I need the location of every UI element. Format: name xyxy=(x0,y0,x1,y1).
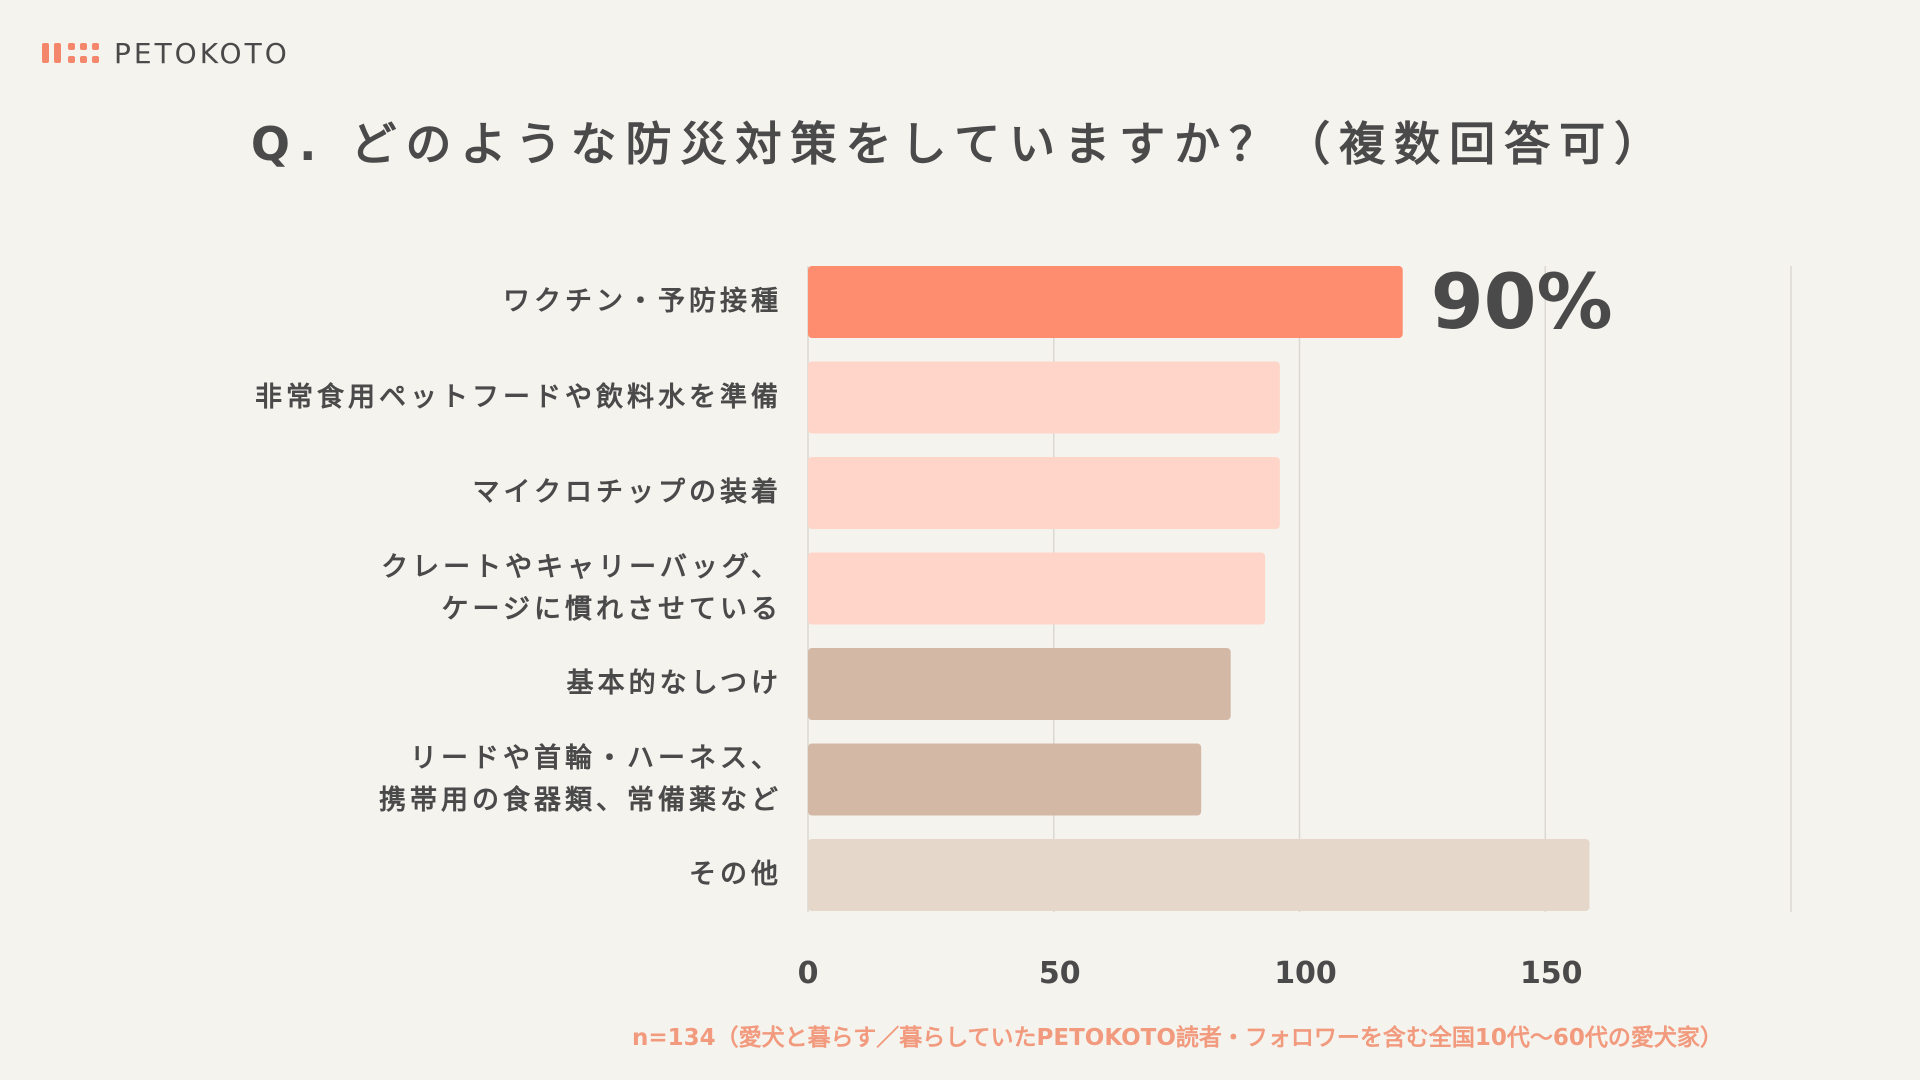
page-title: Q. どのような防災対策をしていますか？（複数回答可） xyxy=(250,117,1670,171)
category-label-line: ケージに慣れさせている xyxy=(441,593,782,625)
bar-2 xyxy=(808,361,1280,434)
category-label-4: クレートやキャリーバッグ、ケージに慣れさせている xyxy=(381,547,782,631)
category-label-line: 携帯用の食器類、常備薬など xyxy=(379,784,782,816)
x-tick-label: 150 xyxy=(1520,956,1583,991)
highlight-percentage-label: 90% xyxy=(1431,257,1613,346)
category-label-2: 非常食用ペットフードや飲料水を準備 xyxy=(255,377,782,419)
category-label-7: その他 xyxy=(689,854,782,896)
x-tick-label: 100 xyxy=(1274,956,1337,991)
category-label-line: マイクロチップの装着 xyxy=(472,477,782,508)
bar-5 xyxy=(808,648,1231,720)
petokoto-logo-mark-icon xyxy=(42,41,102,65)
category-label-1: ワクチン・予防接種 xyxy=(503,281,782,323)
logo: PETOKOTO xyxy=(42,36,290,70)
sample-footnote: n=134（愛犬と暮らす／暮らしていたPETOKOTO読者・フォロワーを含む全国… xyxy=(632,1025,1723,1051)
category-label-5: 基本的なしつけ xyxy=(567,663,782,705)
category-label-3: マイクロチップの装着 xyxy=(473,472,782,514)
bar-7 xyxy=(808,839,1590,911)
category-label-line: その他 xyxy=(689,859,782,890)
bar-1 xyxy=(808,266,1403,338)
bar-4 xyxy=(808,552,1266,625)
category-label-line: リードや首輪・ハーネス、 xyxy=(410,742,782,774)
category-label-6: リードや首輪・ハーネス、携帯用の食器類、常備薬など xyxy=(379,738,782,822)
category-label-line: 非常食用ペットフードや飲料水を準備 xyxy=(255,381,782,413)
x-tick-label: 50 xyxy=(1039,956,1081,991)
bar-3 xyxy=(808,457,1280,529)
category-label-line: クレートやキャリーバッグ、 xyxy=(381,551,782,583)
logo-text: PETOKOTO xyxy=(114,36,290,70)
bar-6 xyxy=(808,743,1202,816)
x-tick-label: 0 xyxy=(798,956,819,991)
category-label-line: 基本的なしつけ xyxy=(566,668,782,699)
category-label-line: ワクチン・予防接種 xyxy=(503,286,782,317)
